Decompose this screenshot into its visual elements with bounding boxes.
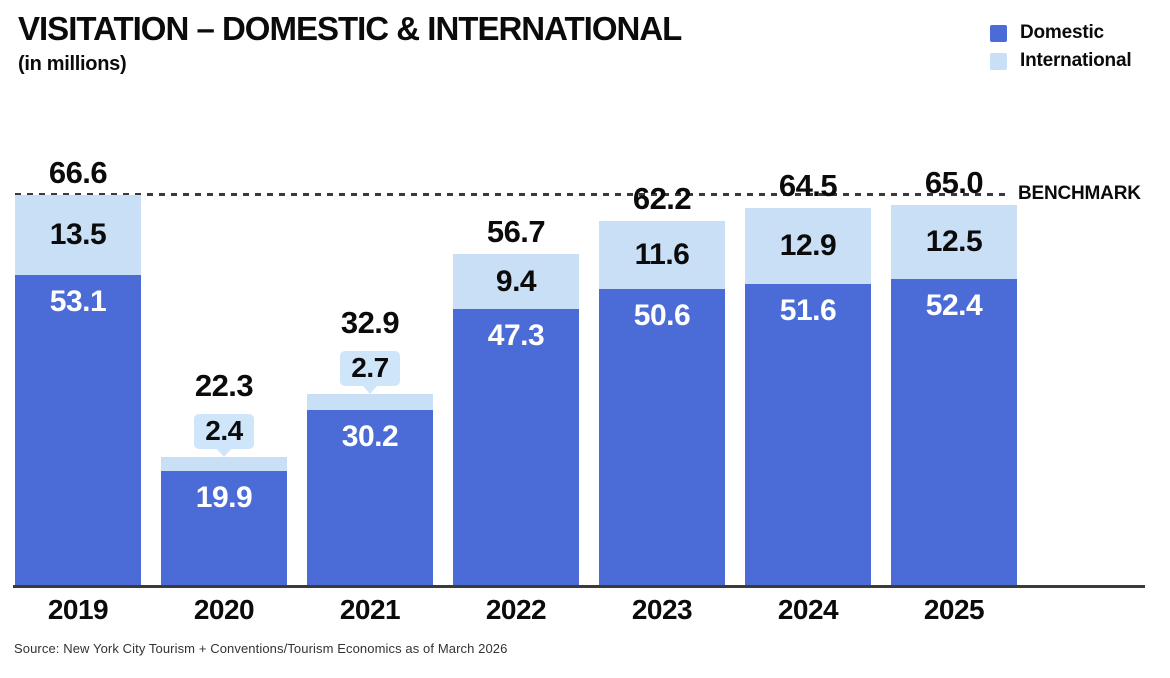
bar-2021: 30.2 <box>307 394 433 588</box>
domestic-segment: 51.6 <box>745 284 871 588</box>
bar-2019: 13.5 53.1 <box>15 195 141 588</box>
x-axis-label-2019: 2019 <box>47 594 109 625</box>
domestic-segment: 53.1 <box>15 275 141 588</box>
bar-total-label: 66.6 <box>48 155 108 190</box>
legend-label-domestic: Domestic <box>1020 22 1104 43</box>
page-title: VISITATION – DOMESTIC & INTERNATIONAL <box>18 10 682 47</box>
callout-box: 2.7 <box>340 351 400 386</box>
legend-label-international: International <box>1020 50 1132 71</box>
domestic-segment: 47.3 <box>453 309 579 588</box>
intl-callout-2021: 2.7 <box>340 351 400 394</box>
international-segment: 12.5 <box>891 205 1017 279</box>
international-segment <box>307 394 433 410</box>
benchmark-line <box>15 193 1010 196</box>
bar-group-2020: 22.3 2.4 19.9 <box>161 370 287 588</box>
bar-total-label: 62.2 <box>632 181 692 216</box>
domestic-segment: 50.6 <box>599 289 725 588</box>
bar-group-2019: 66.6 13.5 53.1 <box>15 157 141 588</box>
source-note: Source: New York City Tourism + Conventi… <box>14 641 508 656</box>
x-axis-label-2021: 2021 <box>339 594 401 625</box>
bar-2024: 12.9 51.6 <box>745 208 871 588</box>
international-segment: 9.4 <box>453 254 579 309</box>
intl-callout-2020: 2.4 <box>194 414 254 457</box>
international-segment <box>161 457 287 471</box>
bars-row: 66.6 13.5 53.1 22.3 2.4 19.9 32.9 <box>15 0 1017 588</box>
bar-total-label: 32.9 <box>340 305 400 340</box>
x-axis-label-2020: 2020 <box>193 594 255 625</box>
chart-area: BENCHMARK 66.6 13.5 53.1 22.3 2.4 19.9 <box>13 0 1145 625</box>
bar-group-2021: 32.9 2.7 30.2 <box>307 307 433 588</box>
domestic-segment: 30.2 <box>307 410 433 588</box>
domestic-segment: 19.9 <box>161 471 287 588</box>
legend-swatch-international <box>990 52 1007 70</box>
x-axis-label-2023: 2023 <box>631 594 693 625</box>
bar-2022: 9.4 47.3 <box>453 254 579 588</box>
bar-group-2022: 56.7 9.4 47.3 <box>453 216 579 588</box>
bar-2020: 19.9 <box>161 457 287 588</box>
domestic-segment: 52.4 <box>891 279 1017 588</box>
legend-item-domestic: Domestic <box>990 22 1131 44</box>
bar-group-2023: 62.2 11.6 50.6 <box>599 183 725 588</box>
bar-2023: 11.6 50.6 <box>599 221 725 588</box>
bar-total-label: 22.3 <box>194 368 254 403</box>
bar-total-label: 64.5 <box>778 168 838 203</box>
callout-tail <box>362 385 378 394</box>
legend: Domestic International <box>990 22 1132 72</box>
international-segment: 11.6 <box>599 221 725 289</box>
legend-item-international: International <box>990 50 1132 72</box>
benchmark-label: BENCHMARK <box>1018 183 1141 204</box>
callout-tail <box>216 448 232 457</box>
x-axis-label-2025: 2025 <box>923 594 985 625</box>
bar-total-label: 56.7 <box>486 214 546 249</box>
bar-2025: 12.5 52.4 <box>891 205 1017 588</box>
callout-box: 2.4 <box>194 414 254 449</box>
x-axis-label-2024: 2024 <box>777 594 839 625</box>
page-subtitle: (in millions) <box>18 53 127 75</box>
bar-total-label: 65.0 <box>924 165 984 200</box>
x-axis-label-2022: 2022 <box>485 594 547 625</box>
x-axis-labels: 2019 2020 2021 2022 2023 2024 2025 <box>15 594 1017 626</box>
legend-swatch-domestic <box>990 24 1007 42</box>
x-axis-line <box>13 585 1145 588</box>
international-segment: 12.9 <box>745 208 871 284</box>
bar-group-2024: 64.5 12.9 51.6 <box>745 170 871 588</box>
international-segment: 13.5 <box>15 195 141 275</box>
bar-group-2025: 65.0 12.5 52.4 <box>891 167 1017 588</box>
